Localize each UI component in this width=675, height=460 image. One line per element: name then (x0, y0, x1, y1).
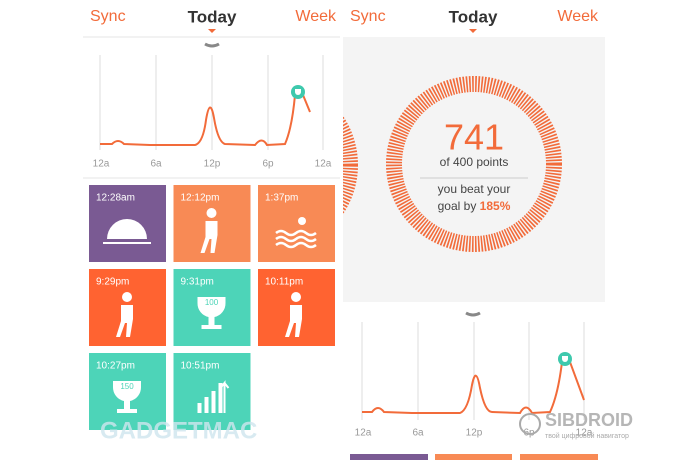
goal-percent: 185% (480, 199, 511, 213)
tile-bg (258, 185, 335, 262)
walk-icon (122, 292, 132, 302)
sunrise-icon (107, 219, 147, 239)
nav-indicator (208, 29, 216, 33)
tile-time: 12:12pm (181, 193, 220, 204)
tile-time: 1:37pm (265, 193, 298, 204)
activity-tile[interactable]: 9:29pm (89, 269, 166, 346)
walk-icon (116, 305, 133, 337)
tile-time: 12:28am (96, 193, 135, 204)
tile[interactable] (350, 454, 428, 460)
bars-icon (211, 391, 216, 413)
walk-icon (291, 292, 301, 302)
swim-icon (275, 229, 317, 237)
tile-time: 9:29pm (96, 277, 129, 288)
trophy-badge: 150 (120, 382, 134, 391)
nav-sync[interactable]: Sync (350, 8, 386, 25)
swim-icon (275, 241, 317, 249)
watermark-logo (519, 413, 541, 435)
nav-sync[interactable]: Sync (90, 8, 126, 25)
axis-label: 12p (204, 159, 221, 170)
bars-icon (197, 403, 202, 413)
walk-icon (285, 305, 302, 337)
walk-icon (200, 221, 218, 253)
watermark: твой цифровой навигатор (545, 432, 629, 440)
goal-text: goal by 185% (438, 199, 511, 213)
watermark: SIBDROID (545, 410, 633, 430)
watermark: GADGETMAC (100, 417, 257, 444)
swim-icon (275, 235, 317, 243)
nav-week[interactable]: Week (557, 8, 599, 25)
progress-ring (386, 76, 562, 252)
activity-chart (99, 55, 324, 150)
activity-tile[interactable]: 10:27pm 150 (89, 353, 166, 430)
tile-time: 9:31pm (181, 277, 214, 288)
tile[interactable] (520, 454, 598, 460)
prev-ring (343, 115, 358, 215)
tile-time: 10:27pm (96, 361, 135, 372)
activity-tile[interactable]: 9:31pm 100 (173, 269, 251, 346)
left-screen: Sync Today Week 12a 6a 12p 6p 12a 12:28a… (83, 7, 340, 430)
points-goal: of 400 points (440, 155, 509, 169)
swim-icon (298, 217, 306, 225)
tile-time: 10:51pm (181, 361, 220, 372)
nav-today[interactable]: Today (449, 7, 498, 26)
tile-grid: 12:28am 12:12pm 1:37pm 9:29pm 9:31pm 100 10:11… (89, 185, 335, 430)
right-screen: Sync Today Week 741 of 400 points you be… (343, 7, 605, 460)
trophy-icon (112, 381, 142, 413)
nav-indicator (469, 29, 477, 33)
axis-label: 12p (466, 428, 483, 439)
activity-tile[interactable]: 1:37pm (258, 185, 335, 262)
activity-tile[interactable]: 10:51pm (173, 353, 251, 430)
nav-week[interactable]: Week (295, 8, 337, 25)
nav-today[interactable]: Today (188, 7, 237, 26)
handle[interactable] (204, 42, 220, 48)
bars-icon (204, 397, 209, 413)
axis-label: 12a (93, 159, 110, 170)
trophy-badge: 100 (205, 298, 219, 307)
activity-tile[interactable]: 12:12pm (173, 185, 251, 262)
axis-label: 12a (576, 428, 593, 439)
tile-time: 10:11pm (265, 277, 303, 288)
tile[interactable] (435, 454, 512, 460)
activity-chart (361, 322, 585, 420)
axis-label: 6p (262, 159, 274, 170)
goal-label: goal by (438, 199, 477, 213)
beat-text: you beat your (438, 182, 511, 196)
activity-tile[interactable]: 10:11pm (258, 269, 335, 346)
sunrise-icon (103, 242, 151, 244)
axis-label: 12a (315, 159, 332, 170)
axis-label: 6a (412, 428, 424, 439)
bars-icon (218, 383, 223, 413)
trophy-icon (197, 297, 226, 329)
activity-tile[interactable]: 12:28am (89, 185, 166, 262)
points: 741 (444, 117, 504, 158)
axis-label: 6a (150, 159, 162, 170)
bars-icon (219, 380, 230, 413)
axis-label: 12a (355, 428, 372, 439)
handle[interactable] (465, 311, 481, 317)
walk-icon (206, 208, 217, 218)
